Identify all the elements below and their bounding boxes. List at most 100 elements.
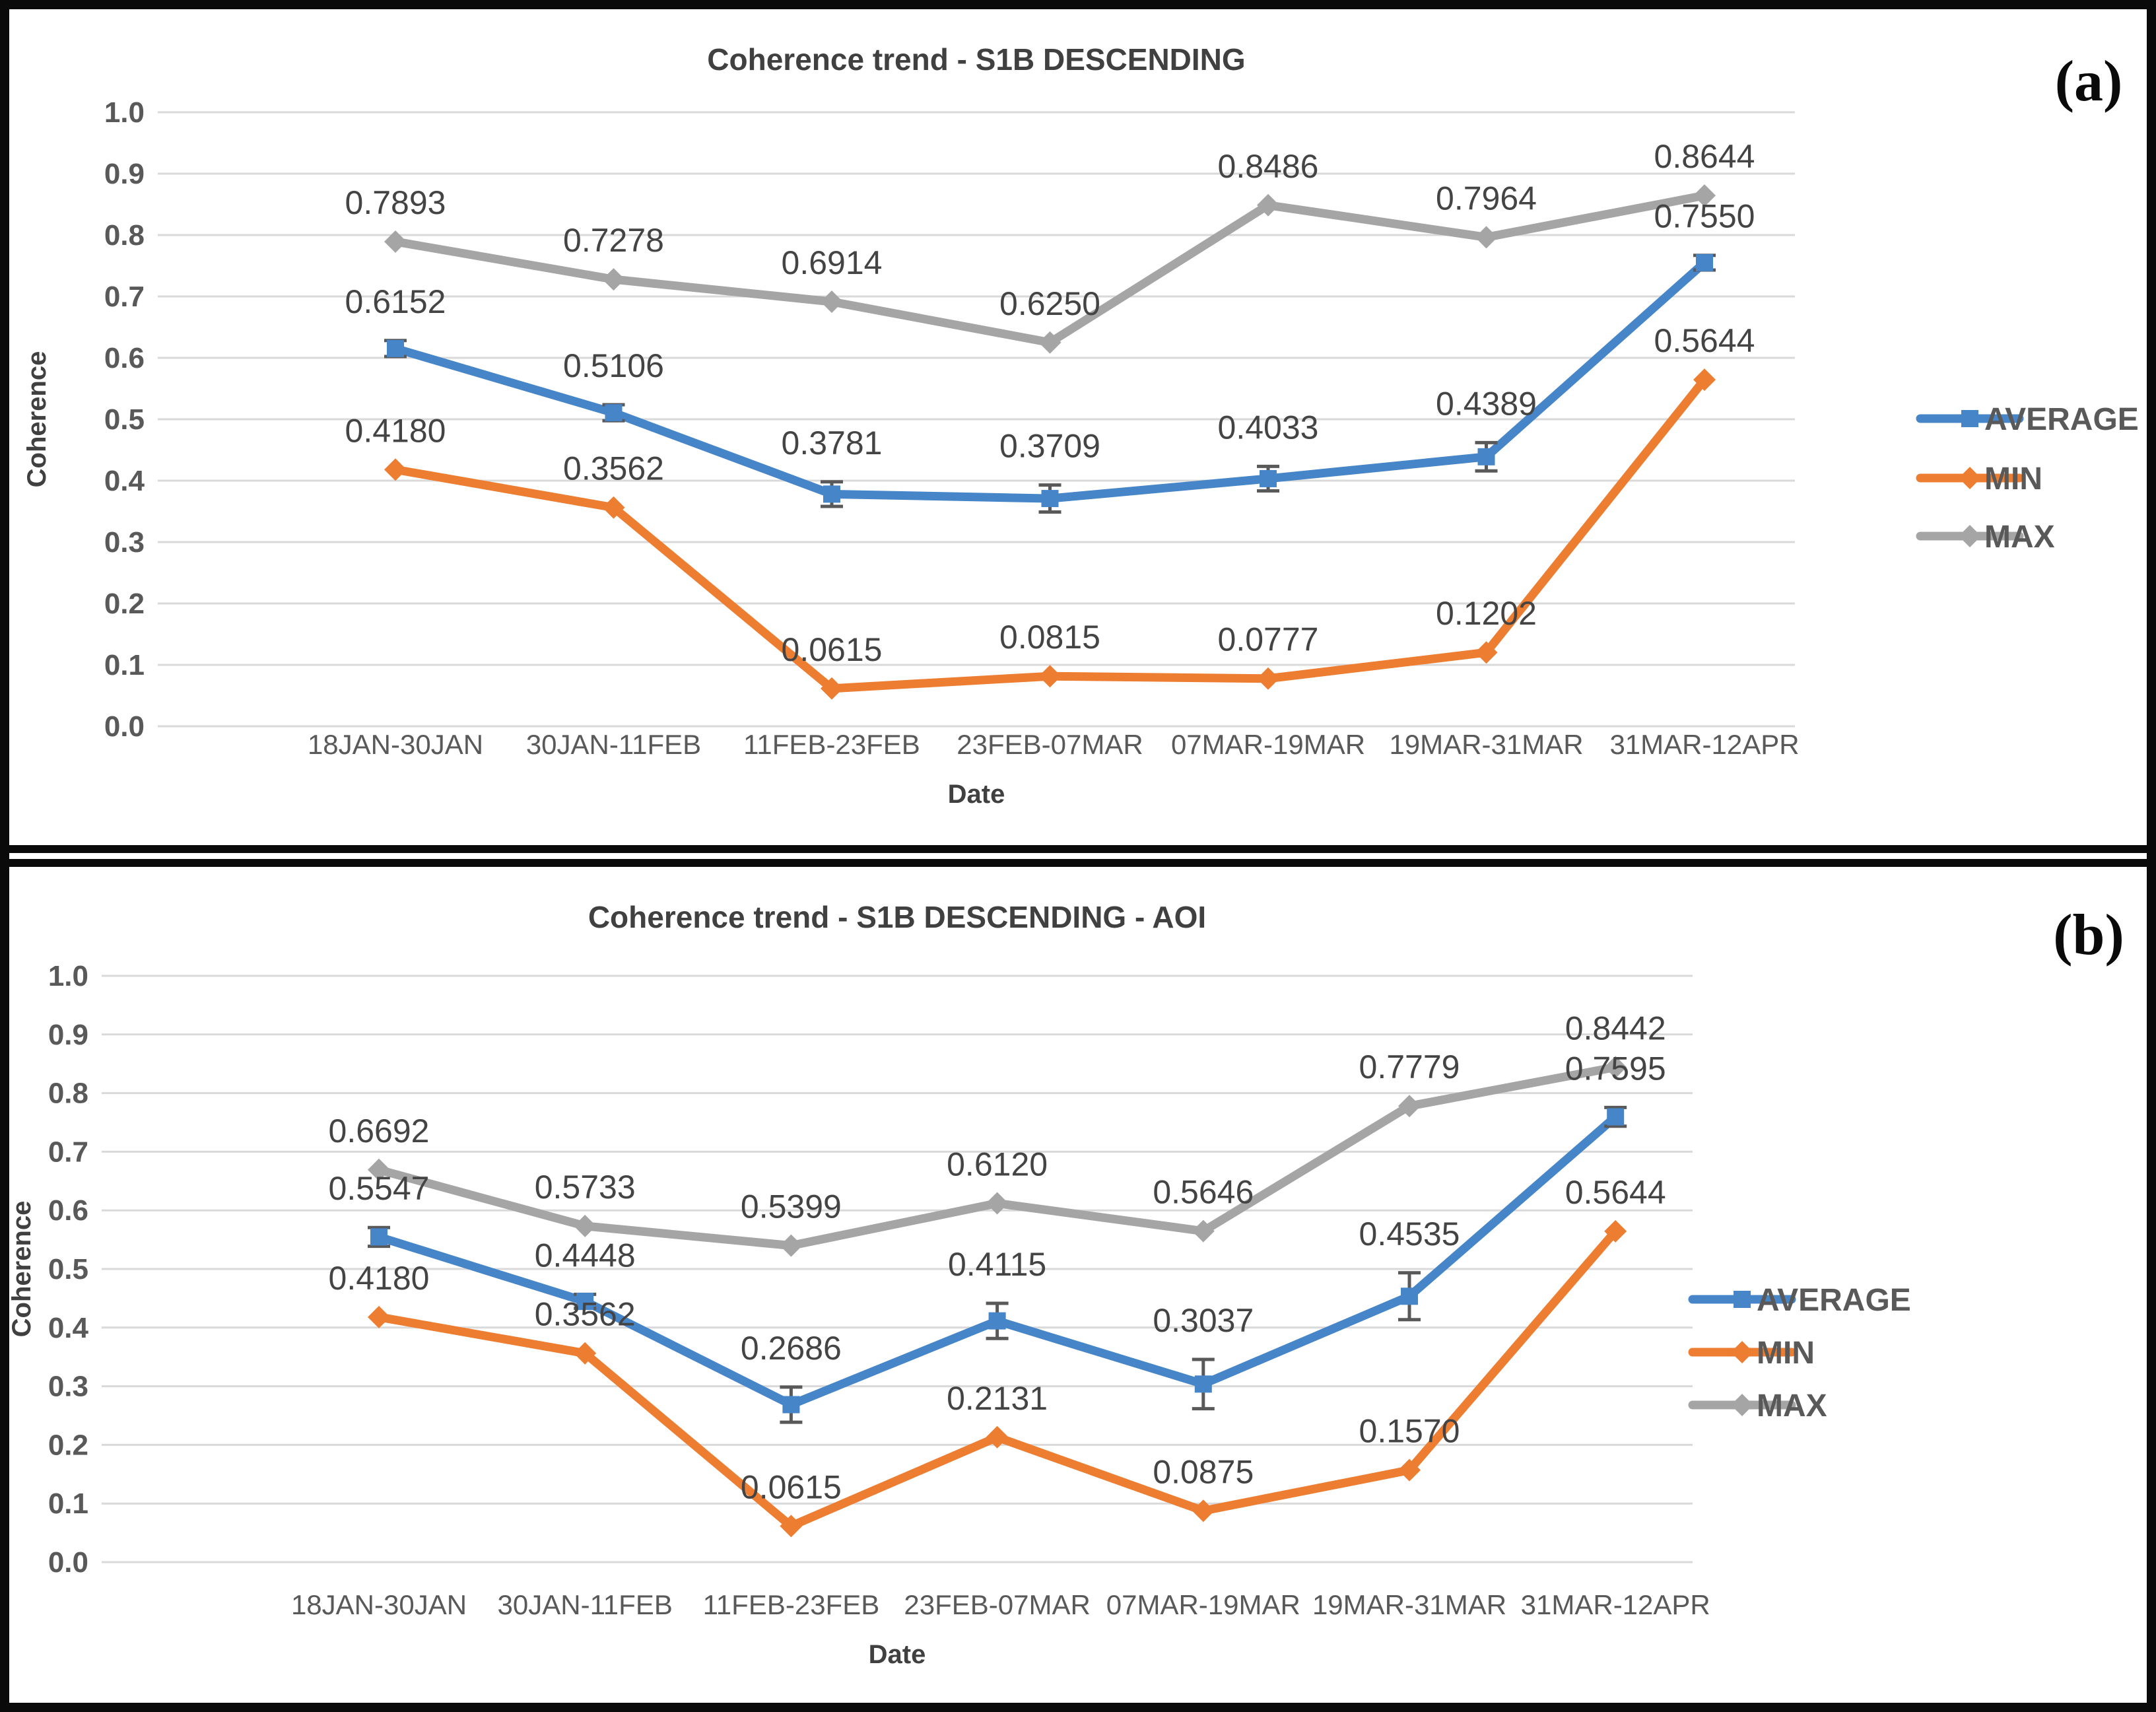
value-label: 0.0777 <box>1218 621 1319 658</box>
y-tick-label: 0.3 <box>104 526 145 559</box>
panel-b: 1.0 0.9 0.8 0.7 0.6 0.5 0.4 0.3 0.2 0.1 0.0 Coheren… <box>9 867 2147 1703</box>
x-tick-label: 11FEB-23FEB <box>703 1589 880 1620</box>
value-label: 0.0615 <box>741 1468 842 1505</box>
y-tick-label: 0.6 <box>48 1194 88 1227</box>
value-label: 0.1570 <box>1359 1413 1460 1450</box>
data-point-marker <box>605 404 623 422</box>
data-point-marker <box>1604 1056 1627 1079</box>
value-label: 0.3562 <box>563 450 664 487</box>
x-tick-label: 19MAR-31MAR <box>1312 1589 1506 1620</box>
legend-label: AVERAGE <box>1757 1283 1911 1318</box>
data-point-marker <box>368 1305 390 1328</box>
legend-label: MIN <box>1757 1336 1815 1371</box>
data-point-marker <box>780 1515 803 1538</box>
data-point-marker <box>1192 1219 1215 1243</box>
data-point-marker <box>1038 665 1061 688</box>
value-label: 0.5644 <box>1654 322 1755 359</box>
data-point-marker <box>1475 226 1498 249</box>
y-tick-label: 0.0 <box>48 1546 88 1579</box>
data-point-marker <box>821 677 843 700</box>
panel-label: (b) <box>2053 903 2124 967</box>
data-point-marker <box>1257 667 1279 690</box>
value-label: 0.5547 <box>329 1170 430 1207</box>
legend-marker <box>1734 1291 1751 1308</box>
data-point-marker <box>1038 331 1061 354</box>
legend-label: MAX <box>1984 520 2055 555</box>
panel-a: 1.0 0.9 0.8 0.7 0.6 0.5 0.4 0.3 0.2 0.1 0.0 Coheren… <box>9 9 2147 845</box>
value-label: 0.3781 <box>782 425 883 462</box>
y-tick-label: 0.7 <box>104 281 145 313</box>
data-point-marker <box>1401 1287 1418 1305</box>
x-tick-label: 19MAR-31MAR <box>1389 729 1583 760</box>
x-tick-label: 31MAR-12APR <box>1609 729 1799 760</box>
y-tick-label: 0.7 <box>48 1136 88 1168</box>
y-tick-label: 1.0 <box>104 96 145 129</box>
y-tick-label: 0.9 <box>104 158 145 190</box>
legend-marker <box>1731 1341 1753 1363</box>
panel-label: (a) <box>2055 50 2123 114</box>
x-axis-title: Date <box>948 780 1005 809</box>
panel-divider <box>9 845 2147 867</box>
chart-title: Coherence trend - S1B DESCENDING - AOI <box>588 900 1206 934</box>
y-tick-label: 0.6 <box>104 342 145 374</box>
value-label: 0.6692 <box>329 1113 430 1149</box>
value-label: 0.5646 <box>1153 1174 1254 1211</box>
data-point-marker <box>574 1342 597 1365</box>
data-point-marker <box>1192 1499 1215 1523</box>
y-tick-label: 1.0 <box>48 960 88 992</box>
data-point-marker <box>602 496 625 519</box>
value-label: 0.7595 <box>1565 1050 1666 1087</box>
value-label: 0.2686 <box>741 1330 842 1367</box>
value-label: 0.4389 <box>1436 385 1537 422</box>
value-label: 0.6914 <box>782 244 883 281</box>
value-label: 0.7893 <box>345 184 446 221</box>
value-label: 0.7779 <box>1359 1048 1460 1085</box>
data-point-marker <box>988 1312 1006 1330</box>
legend-label: MIN <box>1984 462 2042 496</box>
value-label: 0.5733 <box>535 1169 636 1206</box>
x-tick-label: 07MAR-19MAR <box>1106 1589 1300 1620</box>
y-tick-label: 0.5 <box>104 403 145 436</box>
x-tick-label: 07MAR-19MAR <box>1171 729 1365 760</box>
y-tick-label: 0.4 <box>104 465 145 497</box>
data-point-marker <box>823 485 840 503</box>
legend-marker <box>1961 410 1978 427</box>
x-axis-title: Date <box>869 1640 926 1669</box>
data-point-marker <box>387 339 404 357</box>
data-point-marker <box>1398 1095 1421 1118</box>
data-point-marker <box>384 458 407 481</box>
y-axis-title: Coherence <box>22 351 51 488</box>
y-tick-label: 0.8 <box>104 219 145 252</box>
data-point-marker <box>574 1214 597 1237</box>
value-label: 0.5106 <box>563 347 664 384</box>
value-label: 0.6120 <box>947 1146 1048 1183</box>
data-point-marker <box>986 1192 1009 1215</box>
y-tick-label: 0.1 <box>104 649 145 681</box>
value-label: 0.4115 <box>948 1246 1046 1283</box>
x-tick-label: 30JAN-11FEB <box>526 729 701 760</box>
x-tick-label: 30JAN-11FEB <box>498 1589 673 1620</box>
data-point-marker <box>1257 193 1279 217</box>
value-label: 0.8644 <box>1654 138 1755 175</box>
x-tick-label: 31MAR-12APR <box>1521 1589 1710 1620</box>
value-label: 0.4180 <box>329 1260 430 1297</box>
x-tick-label: 18JAN-30JAN <box>308 729 483 760</box>
y-tick-label: 0.3 <box>48 1371 88 1403</box>
data-point-marker <box>370 1228 387 1246</box>
data-point-marker <box>602 268 625 291</box>
y-tick-label: 0.1 <box>48 1488 88 1520</box>
data-point-marker <box>782 1396 800 1414</box>
value-label: 0.6250 <box>999 285 1100 322</box>
value-label: 0.3562 <box>535 1296 636 1333</box>
value-label: 0.8442 <box>1565 1010 1666 1046</box>
y-tick-label: 0.5 <box>48 1253 88 1285</box>
data-point-marker <box>1475 641 1498 664</box>
value-label: 0.7964 <box>1436 180 1537 217</box>
value-label: 0.4448 <box>535 1237 636 1274</box>
y-tick-label: 0.2 <box>48 1429 88 1461</box>
data-point-marker <box>1696 254 1713 271</box>
value-label: 0.0815 <box>999 619 1100 656</box>
data-point-marker <box>1604 1219 1627 1243</box>
data-point-marker <box>1194 1375 1212 1393</box>
